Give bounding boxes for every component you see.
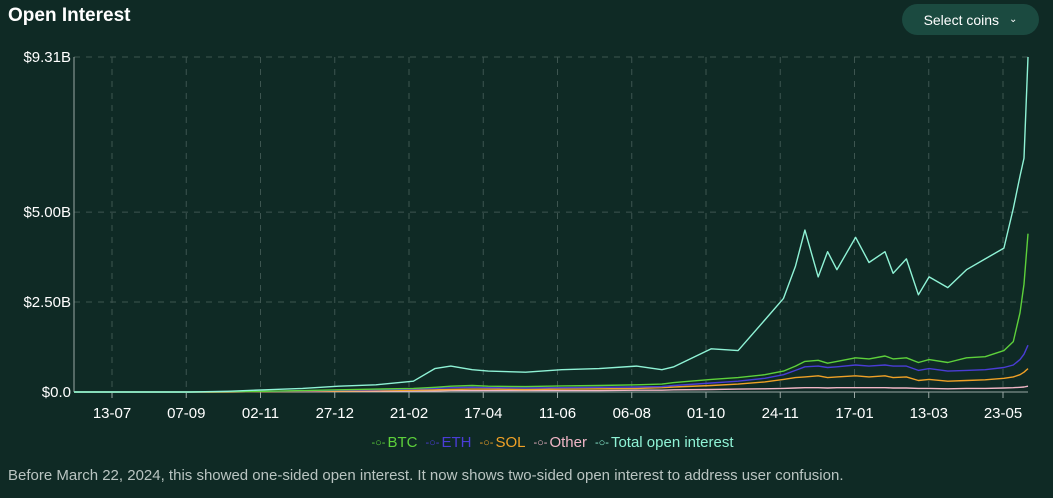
y-tick-label: $0.0 (42, 384, 71, 401)
legend-marker-icon: -○- (533, 436, 548, 449)
legend-item-other[interactable]: -○- Other (533, 434, 587, 451)
open-interest-chart: $0.0 $2.50B $5.00B $9.31B 13-07 07-09 02-11 27-… (23, 49, 1029, 422)
x-tick-label: 11-06 (539, 405, 576, 422)
legend-label: SOL (495, 434, 526, 451)
footnote: Before March 22, 2024, this showed one-s… (8, 467, 844, 484)
y-tick-label: $2.50B (23, 294, 71, 311)
legend-label: BTC (387, 434, 418, 451)
x-tick-label: 27-12 (316, 405, 354, 422)
legend-marker-icon: -○- (594, 436, 609, 449)
y-tick-label: $9.31B (23, 49, 71, 66)
select-coins-label: Select coins (923, 11, 1000, 28)
x-tick-label: 24-11 (762, 405, 799, 422)
legend-marker-icon: -○- (425, 436, 440, 449)
legend-item-btc[interactable]: -○- BTC (371, 434, 417, 451)
series-line-btc (74, 233, 1029, 393)
x-tick-label: 21-02 (390, 405, 428, 422)
y-tick-label: $5.00B (23, 204, 71, 221)
legend-item-eth[interactable]: -○- ETH (425, 434, 471, 451)
chevron-down-icon: ⌄ (1009, 14, 1018, 25)
x-tick-label: 01-10 (687, 405, 725, 422)
x-tick-label: 06-08 (613, 405, 651, 422)
legend-marker-icon: -○- (371, 436, 386, 449)
x-tick-label: 17-04 (464, 405, 502, 422)
chart-legend: -○- BTC -○- ETH -○- SOL -○- Other -○- Total open … (0, 434, 1053, 451)
series-line-total-open-interest (74, 56, 1029, 393)
series-line-sol (74, 368, 1029, 393)
legend-item-sol[interactable]: -○- SOL (479, 434, 525, 451)
x-tick-label: 13-03 (910, 405, 948, 422)
x-tick-label: 17-01 (835, 405, 873, 422)
x-tick-label: 23-05 (984, 405, 1022, 422)
page-title: Open Interest (8, 5, 131, 26)
legend-item-total-open-interest[interactable]: -○- Total open interest (595, 434, 734, 451)
legend-label: ETH (441, 434, 472, 451)
legend-marker-icon: -○- (479, 436, 494, 449)
x-tick-label: 07-09 (167, 405, 205, 422)
x-tick-label: 02-11 (242, 405, 279, 422)
select-coins-button[interactable]: Select coins ⌄ (902, 4, 1039, 35)
series-line-eth (74, 344, 1029, 393)
x-tick-label: 13-07 (93, 405, 131, 422)
legend-label: Total open interest (610, 434, 734, 451)
legend-label: Other (549, 434, 587, 451)
